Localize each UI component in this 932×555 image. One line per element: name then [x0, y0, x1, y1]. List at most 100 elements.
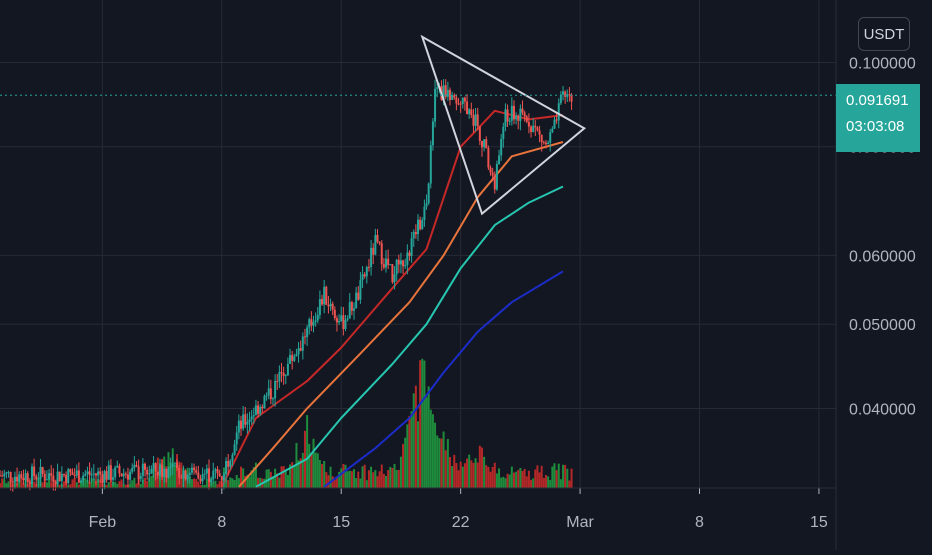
volume-bar	[557, 463, 560, 488]
candle-body	[314, 320, 317, 322]
candle-body	[468, 109, 471, 115]
x-tick-label: 15	[810, 514, 828, 531]
candle-body	[370, 247, 373, 268]
volume-bar	[440, 438, 443, 488]
volume-bar	[124, 484, 127, 488]
volume-bar	[357, 471, 360, 488]
candle-body	[536, 127, 539, 131]
volume-bar	[493, 462, 496, 488]
candle-body	[271, 398, 274, 400]
candle-body	[387, 258, 390, 266]
volume-bar	[459, 461, 462, 488]
volume-bar	[233, 479, 236, 488]
volume-bar	[73, 478, 76, 488]
volume-bar	[276, 473, 279, 488]
candle-body	[357, 292, 360, 300]
candle-body	[355, 292, 358, 309]
candle-body	[265, 395, 268, 397]
currency-button[interactable]: USDT	[858, 17, 910, 51]
candle-body	[466, 101, 469, 115]
volume-bar	[468, 454, 471, 488]
candle-body	[216, 469, 219, 474]
candle-body	[308, 319, 311, 328]
candle-body	[293, 356, 296, 361]
volume-bar	[286, 474, 289, 488]
volume-bar	[329, 466, 332, 488]
candle-body	[148, 473, 151, 475]
volume-bar	[139, 483, 142, 488]
volume-bar	[342, 464, 345, 488]
volume-bar	[323, 461, 326, 488]
candle-body	[446, 89, 449, 97]
volume-bar	[92, 478, 95, 488]
volume-bar	[553, 463, 556, 488]
volume-bar	[485, 465, 488, 488]
volume-bar	[480, 447, 483, 488]
volume-bar	[463, 463, 466, 488]
volume-bar	[107, 482, 110, 488]
candle-body	[97, 471, 100, 476]
candle-body	[11, 481, 14, 483]
volume-bar	[551, 466, 554, 488]
volume-bar	[532, 478, 535, 488]
candle-body	[365, 267, 368, 277]
candle-body	[156, 471, 159, 476]
volume-bar	[457, 470, 460, 488]
candle-body	[382, 264, 385, 268]
volume-bar	[5, 483, 8, 488]
volume-bar	[431, 414, 434, 488]
candle-body	[75, 470, 78, 476]
candle-body	[363, 274, 366, 277]
volume-bar	[338, 471, 341, 488]
candle-body	[515, 115, 518, 120]
volume-bar	[97, 479, 100, 488]
candle-body	[525, 116, 528, 122]
volume-bar	[438, 438, 441, 488]
candle-body	[414, 231, 417, 235]
candle-body	[182, 470, 185, 479]
candle-body	[257, 405, 260, 414]
candle-body	[461, 97, 464, 104]
volume-bar	[144, 477, 147, 488]
candle-body	[0, 475, 1, 477]
volume-bar	[77, 484, 80, 488]
candle-body	[423, 206, 426, 221]
volume-bar	[389, 466, 392, 488]
volume-bar	[512, 472, 515, 488]
candle-body	[295, 354, 298, 357]
candle-body	[399, 260, 402, 265]
candle-body	[246, 421, 249, 425]
candle-body	[220, 476, 223, 481]
candle-body	[342, 315, 345, 329]
candle-body	[37, 479, 40, 481]
candle-body	[225, 460, 228, 475]
volume-bar	[478, 445, 481, 488]
volume-bar	[570, 468, 573, 488]
volume-bar	[399, 456, 402, 488]
candle-body	[178, 468, 181, 478]
candle-body	[348, 302, 351, 319]
candle-body	[239, 420, 242, 429]
last-price-label: 0.091691 03:03:08	[836, 84, 920, 152]
candle-body	[340, 315, 343, 322]
candle-body	[378, 241, 381, 244]
candle-body	[16, 476, 19, 482]
volume-bar	[267, 469, 270, 488]
volume-bar	[542, 477, 545, 488]
candle-body	[90, 474, 93, 476]
candle-body	[389, 264, 392, 266]
volume-bar	[429, 409, 432, 488]
candle-body	[506, 109, 509, 122]
candle-body	[107, 465, 110, 480]
volume-bar	[118, 481, 121, 488]
volume-bar	[434, 422, 437, 488]
candle-body	[316, 314, 319, 321]
candle-body	[139, 476, 142, 479]
volume-bar	[327, 475, 330, 488]
volume-bar	[314, 452, 317, 488]
candle-body	[417, 219, 419, 235]
candle-body	[474, 114, 477, 126]
